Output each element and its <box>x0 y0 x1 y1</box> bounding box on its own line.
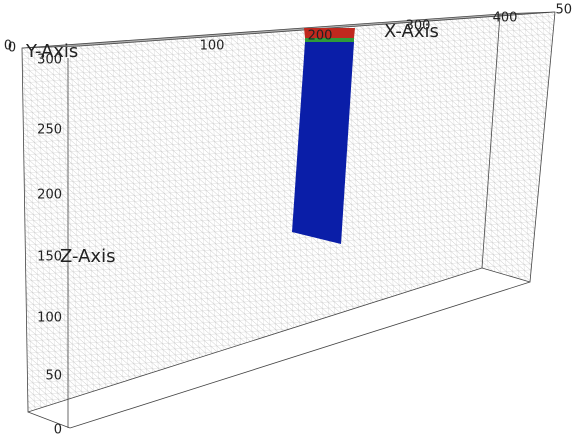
z-tick-label: 200 <box>37 188 62 203</box>
mesh-domain <box>22 12 555 412</box>
z-tick-label: 150 <box>37 250 62 265</box>
page: {"axes": { "x": {"label": "X-Axis", "tic… <box>0 0 578 436</box>
x-tick-label: 400 <box>493 11 518 26</box>
z-tick-label: 250 <box>37 123 62 138</box>
z-tick-label: 50 <box>45 369 62 384</box>
y-axis-label: Y-Axis <box>25 41 78 62</box>
z-tick-label: 0 <box>54 423 62 436</box>
mesh-view: 0501001502002503000100200300400050X-Axis… <box>0 0 578 436</box>
y-tick-label: 0 <box>4 39 12 54</box>
x-tick-label: 200 <box>308 29 333 44</box>
z-tick-label: 100 <box>37 311 62 326</box>
z-axis-label: Z-Axis <box>60 246 115 267</box>
x-axis-label: X-Axis <box>384 21 439 42</box>
y-tick-label: 50 <box>555 3 572 18</box>
x-tick-label: 100 <box>200 39 225 54</box>
